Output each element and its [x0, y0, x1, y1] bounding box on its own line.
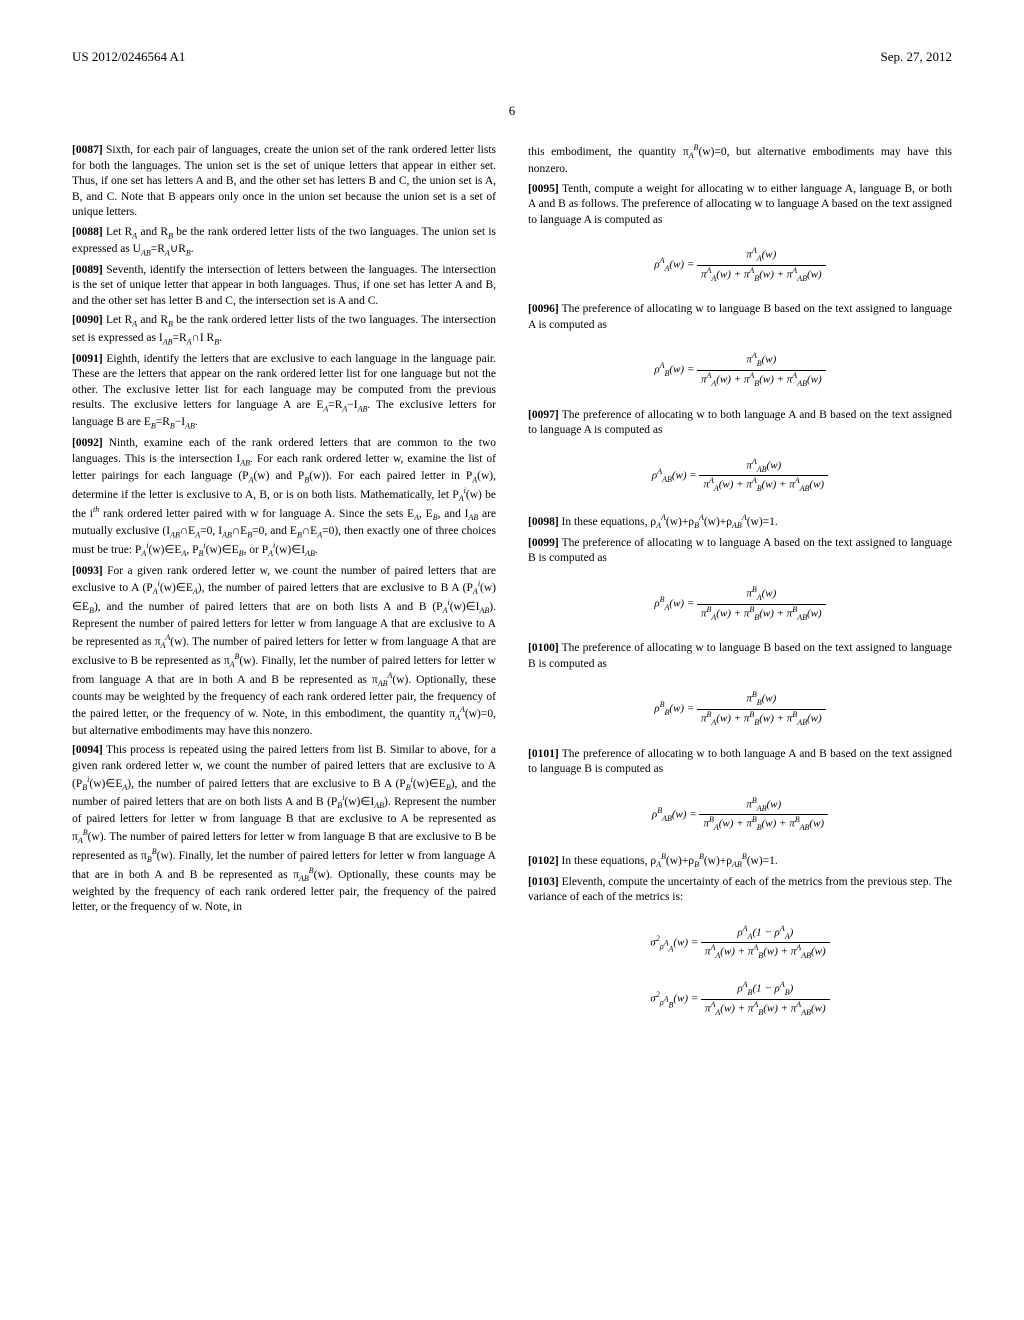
equation-rho-b-b: ρBB(w) = πBB(w)πBA(w) + πBB(w) + πBAB(w) — [528, 690, 952, 728]
para-0100: [0100] The preference of allocating w to… — [528, 641, 952, 672]
equation-rho-ab-a: ρAAB(w) = πAAB(w)πAA(w) + πAB(w) + πAAB(… — [528, 457, 952, 495]
para-0088: [0088] Let RA and RB be the rank ordered… — [72, 225, 496, 259]
para-0095: [0095] Tenth, compute a weight for alloc… — [528, 182, 952, 229]
publication-date: Sep. 27, 2012 — [881, 48, 953, 66]
para-0096: [0096] The preference of allocating w to… — [528, 302, 952, 333]
right-column: this embodiment, the quantity πAB(w)=0, … — [528, 143, 952, 1036]
left-column: [0087] Sixth, for each pair of languages… — [72, 143, 496, 1036]
equation-sigma-a: σ2ρAA(w) = ρAA(1 − ρAA)πAA(w) + πAB(w) +… — [528, 924, 952, 962]
equation-rho-ab-b: ρBAB(w) = πBAB(w)πBA(w) + πBB(w) + πBAB(… — [528, 796, 952, 834]
para-0094: [0094] This process is repeated using th… — [72, 743, 496, 915]
para-0092: [0092] Ninth, examine each of the rank o… — [72, 436, 496, 560]
publication-number: US 2012/0246564 A1 — [72, 48, 185, 66]
para-0098: [0098] In these equations, ρAA(w)+ρBA(w)… — [528, 513, 952, 532]
page-header: US 2012/0246564 A1 Sep. 27, 2012 — [72, 48, 952, 66]
para-0093: [0093] For a given rank ordered letter w… — [72, 564, 496, 740]
two-column-layout: [0087] Sixth, for each pair of languages… — [72, 143, 952, 1036]
equation-rho-b-a: ρAB(w) = πAB(w)πAA(w) + πAB(w) + πAAB(w) — [528, 351, 952, 389]
para-0102: [0102] In these equations, ρAB(w)+ρBB(w)… — [528, 852, 952, 871]
equation-rho-a-a: ρAA(w) = πAA(w)πAA(w) + πAB(w) + πAAB(w) — [528, 246, 952, 284]
equation-sigma-b: σ2ρAB(w) = ρAB(1 − ρAB)πAA(w) + πAB(w) +… — [528, 980, 952, 1018]
para-0090: [0090] Let RA and RB be the rank ordered… — [72, 313, 496, 347]
para-0091: [0091] Eighth, identify the letters that… — [72, 352, 496, 433]
para-0097: [0097] The preference of allocating w to… — [528, 408, 952, 439]
page-number: 6 — [72, 102, 952, 120]
para-0087: [0087] Sixth, for each pair of languages… — [72, 143, 496, 221]
para-cont: this embodiment, the quantity πAB(w)=0, … — [528, 143, 952, 177]
para-0101: [0101] The preference of allocating w to… — [528, 747, 952, 778]
para-0099: [0099] The preference of allocating w to… — [528, 536, 952, 567]
para-0089: [0089] Seventh, identify the intersectio… — [72, 263, 496, 310]
equation-rho-a-b: ρBA(w) = πBA(w)πBA(w) + πBB(w) + πBAB(w) — [528, 585, 952, 623]
para-0103: [0103] Eleventh, compute the uncertainty… — [528, 875, 952, 906]
